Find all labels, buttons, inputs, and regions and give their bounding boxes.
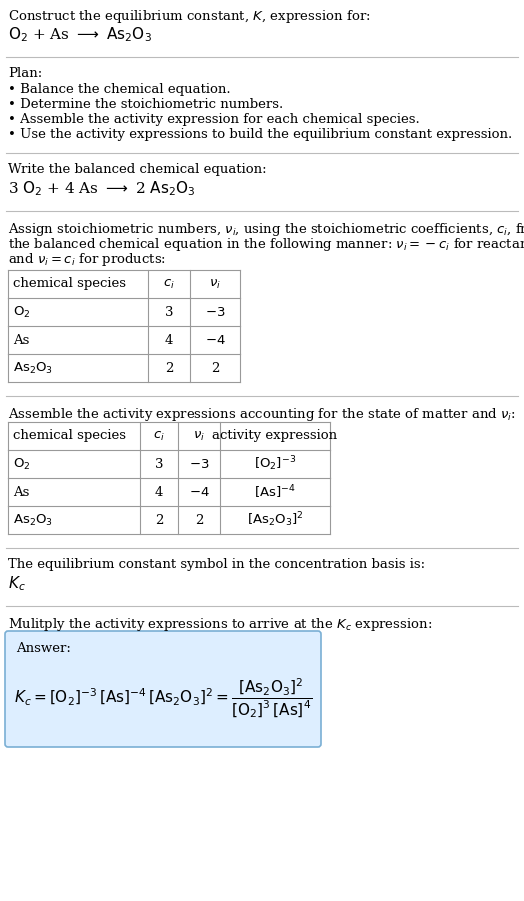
Text: • Assemble the activity expression for each chemical species.: • Assemble the activity expression for e… [8,113,420,126]
Text: 4: 4 [155,486,163,498]
Text: $-4$: $-4$ [205,333,225,347]
Text: $[\mathrm{As}]^{-4}$: $[\mathrm{As}]^{-4}$ [254,483,296,501]
Text: • Balance the chemical equation.: • Balance the chemical equation. [8,83,231,96]
Text: 3: 3 [155,458,163,470]
Text: • Use the activity expressions to build the equilibrium constant expression.: • Use the activity expressions to build … [8,128,512,141]
Text: $c_i$: $c_i$ [163,278,175,290]
Text: 3: 3 [165,305,173,318]
Text: the balanced chemical equation in the following manner: $\nu_i = -c_i$ for react: the balanced chemical equation in the fo… [8,236,524,253]
Text: Mulitply the activity expressions to arrive at the $K_c$ expression:: Mulitply the activity expressions to arr… [8,616,432,633]
Text: 2: 2 [155,514,163,526]
Text: $\nu_i$: $\nu_i$ [193,430,205,442]
Text: 2: 2 [165,361,173,375]
Text: $K_c = [\mathrm{O_2}]^{-3}\,[\mathrm{As}]^{-4}\,[\mathrm{As_2O_3}]^{2} = \dfrac{: $K_c = [\mathrm{O_2}]^{-3}\,[\mathrm{As}… [14,677,312,720]
Text: As: As [13,486,29,498]
Text: Construct the equilibrium constant, $K$, expression for:: Construct the equilibrium constant, $K$,… [8,8,370,25]
Text: $\mathrm{O_2}$: $\mathrm{O_2}$ [13,457,30,471]
Text: activity expression: activity expression [212,430,337,442]
Text: chemical species: chemical species [13,430,126,442]
Text: Answer:: Answer: [16,642,71,655]
Text: Assemble the activity expressions accounting for the state of matter and $\nu_i$: Assemble the activity expressions accoun… [8,406,516,423]
Text: 3 $\mathrm{O_2}$ + 4 As $\longrightarrow$ 2 $\mathrm{As_2O_3}$: 3 $\mathrm{O_2}$ + 4 As $\longrightarrow… [8,179,195,197]
Text: and $\nu_i = c_i$ for products:: and $\nu_i = c_i$ for products: [8,251,166,268]
Text: $[\mathrm{O_2}]^{-3}$: $[\mathrm{O_2}]^{-3}$ [254,455,296,473]
Text: 2: 2 [211,361,219,375]
Text: $\mathrm{As_2O_3}$: $\mathrm{As_2O_3}$ [13,360,53,376]
Text: Assign stoichiometric numbers, $\nu_i$, using the stoichiometric coefficients, $: Assign stoichiometric numbers, $\nu_i$, … [8,221,524,238]
Text: $\nu_i$: $\nu_i$ [209,278,221,290]
Text: Plan:: Plan: [8,67,42,80]
FancyBboxPatch shape [5,631,321,747]
Text: chemical species: chemical species [13,278,126,290]
Text: • Determine the stoichiometric numbers.: • Determine the stoichiometric numbers. [8,98,283,111]
Text: 4: 4 [165,333,173,347]
Text: $-4$: $-4$ [189,486,210,498]
Text: $-3$: $-3$ [189,458,209,470]
Text: As: As [13,333,29,347]
Text: $\mathrm{O_2}$ + As $\longrightarrow$ $\mathrm{As_2O_3}$: $\mathrm{O_2}$ + As $\longrightarrow$ $\… [8,25,152,44]
Text: $\mathrm{As_2O_3}$: $\mathrm{As_2O_3}$ [13,513,53,528]
Text: The equilibrium constant symbol in the concentration basis is:: The equilibrium constant symbol in the c… [8,558,425,571]
Text: $-3$: $-3$ [205,305,225,318]
Text: 2: 2 [195,514,203,526]
Text: $K_c$: $K_c$ [8,574,26,593]
Text: $c_i$: $c_i$ [153,430,165,442]
Text: $\mathrm{O_2}$: $\mathrm{O_2}$ [13,305,30,320]
Text: Write the balanced chemical equation:: Write the balanced chemical equation: [8,163,267,176]
Text: $[\mathrm{As_2O_3}]^2$: $[\mathrm{As_2O_3}]^2$ [247,511,303,530]
